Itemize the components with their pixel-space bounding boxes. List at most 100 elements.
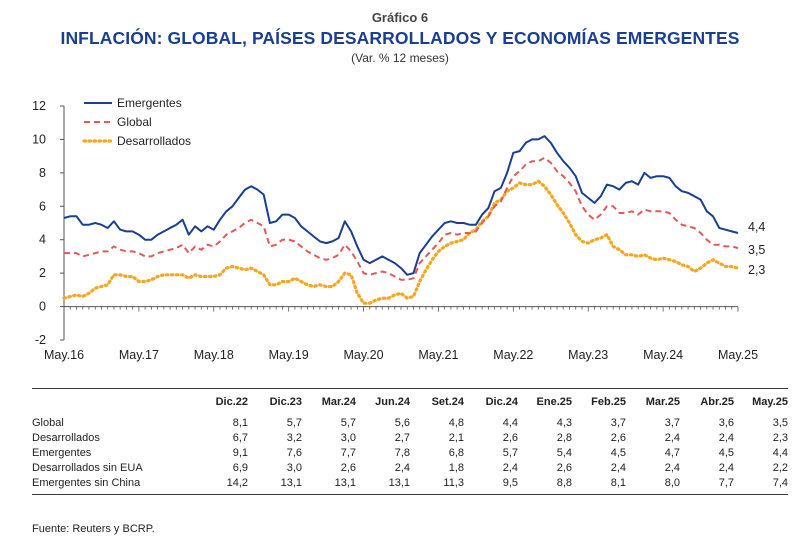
table-cell: 4,5 xyxy=(572,446,626,461)
chart-subtitle: (Var. % 12 meses) xyxy=(0,51,800,65)
legend-label-desarrollados: Desarrollados xyxy=(117,134,191,148)
table-column-header: Mar.24 xyxy=(302,389,356,416)
table-column-header: Jun.24 xyxy=(356,389,410,416)
y-tick-label: 12 xyxy=(32,99,46,113)
table-cell: 3,7 xyxy=(572,416,626,431)
x-tick-label: May.24 xyxy=(643,348,683,362)
y-tick-label: 10 xyxy=(32,132,46,146)
series-line-desarrollados xyxy=(64,181,738,303)
table-cell: 13,1 xyxy=(248,476,302,491)
x-tick-label: May.22 xyxy=(493,348,533,362)
table-bottom-rule xyxy=(32,494,788,495)
table-cell: 4,3 xyxy=(518,416,572,431)
table-column-header: Abr.25 xyxy=(680,389,734,416)
x-tick-label: May.20 xyxy=(344,348,384,362)
table-cell: 2,4 xyxy=(464,461,518,476)
table-cell: 2,1 xyxy=(410,431,464,446)
table-cell: 3,5 xyxy=(734,416,788,431)
legend-label-emergentes: Emergentes xyxy=(117,96,182,110)
table-cell: 2,3 xyxy=(734,431,788,446)
table-row: Emergentes sin China 14,2 13,1 13,1 13,1 11,3… xyxy=(32,476,788,491)
table-column-header: Mar.25 xyxy=(626,389,680,416)
table-column-header: Ene.25 xyxy=(518,389,572,416)
table-cell: 2,2 xyxy=(734,461,788,476)
table-cell: 7,6 xyxy=(248,446,302,461)
table-cell: 8,0 xyxy=(626,476,680,491)
table-cell: 13,1 xyxy=(302,476,356,491)
table-cell: 4,8 xyxy=(410,416,464,431)
table-cell: 3,7 xyxy=(626,416,680,431)
chart-label: Gráfico 6 xyxy=(0,10,800,25)
table-row: Desarrollados sin EUA 6,9 3,0 2,6 2,4 1,8 2,4 2… xyxy=(32,461,788,476)
table-cell: 2,6 xyxy=(518,461,572,476)
x-tick-label: May.19 xyxy=(269,348,309,362)
table-cell: 2,4 xyxy=(680,461,734,476)
table-cell: 2,4 xyxy=(626,461,680,476)
x-tick-label: May.21 xyxy=(418,348,458,362)
table-cell: 14,2 xyxy=(194,476,248,491)
table-cell: 6,7 xyxy=(194,431,248,446)
table-cell: 4,5 xyxy=(680,446,734,461)
source-note: Fuente: Reuters y BCRP. xyxy=(32,523,155,535)
table-cell: 9,1 xyxy=(194,446,248,461)
end-label-global: 3,5 xyxy=(748,243,765,257)
y-tick-label: 4 xyxy=(39,233,46,247)
table-cell: 3,0 xyxy=(302,431,356,446)
table-cell: 4,4 xyxy=(734,446,788,461)
table-cell: 6,8 xyxy=(410,446,464,461)
table-cell: 2,4 xyxy=(626,431,680,446)
table-cell: 11,3 xyxy=(410,476,464,491)
y-tick-label: 8 xyxy=(39,166,46,180)
table-row: Emergentes 9,1 7,6 7,7 7,8 6,8 5,7 5,4 4,5 4,7 4,5… xyxy=(32,446,788,461)
table-cell: 2,6 xyxy=(572,431,626,446)
table-cell: 5,7 xyxy=(248,416,302,431)
table-column-header: Dic.22 xyxy=(194,389,248,416)
table-cell: 7,8 xyxy=(356,446,410,461)
table-column-header: Feb.25 xyxy=(572,389,626,416)
table-cell: 2,6 xyxy=(302,461,356,476)
x-tick-label: May.25 xyxy=(718,348,758,362)
y-tick-label: 6 xyxy=(39,199,46,213)
table-cell: 9,5 xyxy=(464,476,518,491)
table-cell: 2,4 xyxy=(680,431,734,446)
y-tick-label: 2 xyxy=(39,266,46,280)
table-column-header: Dic.24 xyxy=(464,389,518,416)
table-cell: 2,6 xyxy=(464,431,518,446)
table-corner-cell xyxy=(32,389,194,416)
table-row: Desarrollados 6,7 3,2 3,0 2,7 2,1 2,6 2,8 2,6 2,4… xyxy=(32,431,788,446)
table-cell: 3,0 xyxy=(248,461,302,476)
table-cell: 5,6 xyxy=(356,416,410,431)
series-line-global xyxy=(64,158,738,280)
table-cell: 7,7 xyxy=(680,476,734,491)
table-cell: 4,7 xyxy=(626,446,680,461)
chart-title: INFLACIÓN: GLOBAL, PAÍSES DESARROLLADOS … xyxy=(0,28,800,49)
table-cell: 7,7 xyxy=(302,446,356,461)
table-cell: 2,8 xyxy=(518,431,572,446)
table-row-label: Emergentes xyxy=(32,446,194,461)
line-chart: -2 0 2 4 6 8 10 12 May.16 May.17 May.18 May.19 May.2… xyxy=(0,90,800,380)
table-cell: 8,8 xyxy=(518,476,572,491)
table-column-header: Dic.23 xyxy=(248,389,302,416)
table-column-header: Set.24 xyxy=(410,389,464,416)
table-cell: 2,7 xyxy=(356,431,410,446)
end-label-emergentes: 4,4 xyxy=(748,220,765,234)
table-cell: 5,4 xyxy=(518,446,572,461)
table-cell: 4,4 xyxy=(464,416,518,431)
table-row-label: Emergentes sin China xyxy=(32,476,194,491)
table-cell: 6,9 xyxy=(194,461,248,476)
table-cell: 7,4 xyxy=(734,476,788,491)
table-row-label: Desarrollados xyxy=(32,431,194,446)
table-row-label: Desarrollados sin EUA xyxy=(32,461,194,476)
end-label-desarrollados: 2,3 xyxy=(748,263,765,277)
table-cell: 2,4 xyxy=(572,461,626,476)
x-tick-label: May.23 xyxy=(568,348,608,362)
table-cell: 5,7 xyxy=(464,446,518,461)
table-row-label: Global xyxy=(32,416,194,431)
series-line-emergentes xyxy=(64,136,738,275)
table-cell: 5,7 xyxy=(302,416,356,431)
table-cell: 8,1 xyxy=(572,476,626,491)
table-cell: 1,8 xyxy=(410,461,464,476)
table-cell: 3,2 xyxy=(248,431,302,446)
legend-label-global: Global xyxy=(117,115,152,129)
table-column-header: May.25 xyxy=(734,389,788,416)
